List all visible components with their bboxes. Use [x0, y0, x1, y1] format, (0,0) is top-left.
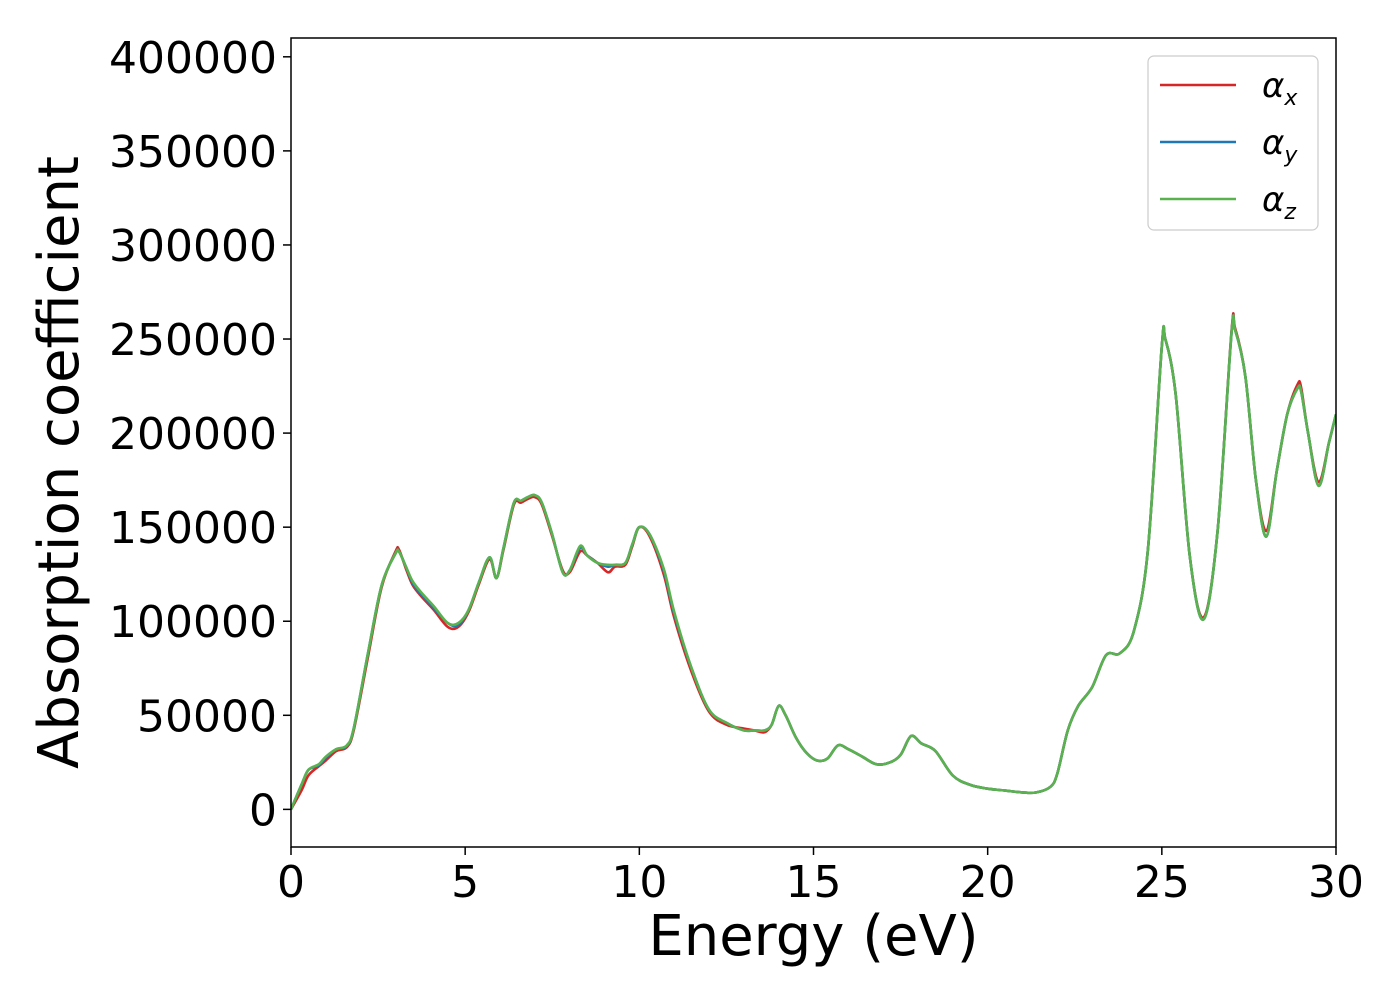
- y-tick-label: 150000: [109, 503, 277, 554]
- y-tick-label: 300000: [109, 221, 277, 272]
- legend-subscript: z: [1283, 200, 1296, 225]
- y-axis-ticks: 0 50000 100000 150000 200000 250000 300000 3500…: [109, 33, 291, 836]
- x-tick-label: 25: [1134, 857, 1190, 908]
- y-tick-label: 350000: [109, 127, 277, 178]
- x-tick-label: 0: [277, 857, 305, 908]
- x-axis-title: Energy (eV): [648, 904, 978, 969]
- series-line-1: [291, 314, 1336, 810]
- legend-symbol: α: [1262, 180, 1284, 220]
- y-tick-label: 250000: [109, 315, 277, 366]
- y-axis-title: Absorption coefficient: [27, 156, 92, 769]
- series-layer: [291, 312, 1336, 811]
- legend-label-y: αy: [1262, 123, 1298, 168]
- legend-label-z: αz: [1262, 180, 1296, 225]
- legend-symbol: α: [1262, 123, 1284, 163]
- y-tick-label: 400000: [109, 33, 277, 84]
- y-tick-label: 0: [249, 785, 277, 836]
- legend-subscript: x: [1283, 86, 1298, 111]
- y-tick-label: 50000: [137, 691, 277, 742]
- y-tick-label: 100000: [109, 597, 277, 648]
- x-tick-label: 10: [611, 857, 667, 908]
- series-line-2: [291, 314, 1336, 810]
- legend-symbol: α: [1262, 66, 1284, 106]
- x-tick-label: 15: [786, 857, 842, 908]
- y-tick-label: 200000: [109, 409, 277, 460]
- series-line-0: [291, 312, 1336, 811]
- x-tick-label: 5: [451, 857, 479, 908]
- legend-label-x: αx: [1262, 66, 1298, 111]
- x-axis-ticks: 0 5 10 15 20 25 30: [277, 847, 1364, 908]
- legend-subscript: y: [1283, 143, 1298, 168]
- x-tick-label: 20: [960, 857, 1016, 908]
- x-tick-label: 30: [1308, 857, 1364, 908]
